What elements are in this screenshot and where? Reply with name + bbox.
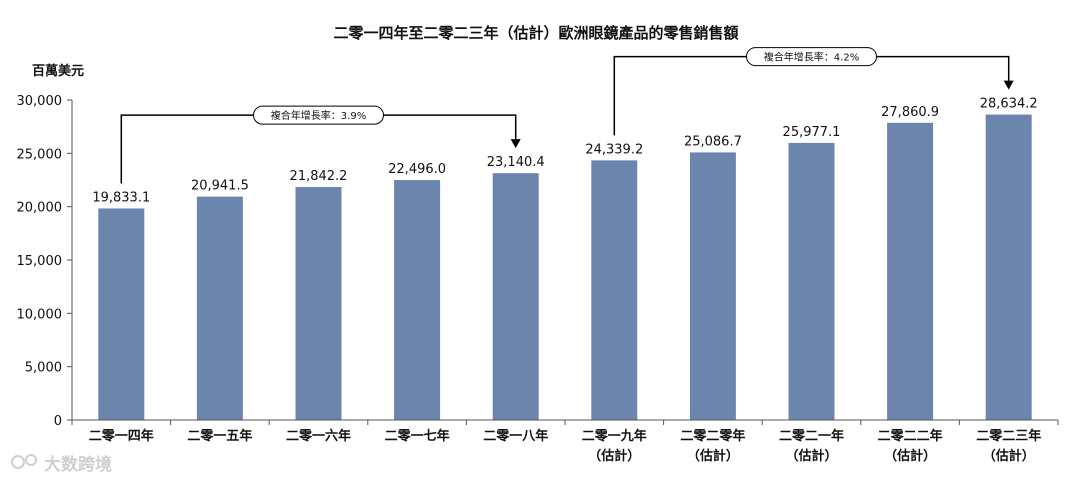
x-tick-label: 二零一八年 (483, 428, 548, 444)
y-tick-label: 15,000 (17, 254, 63, 269)
y-tick-label: 30,000 (17, 94, 63, 109)
data-label: 22,496.0 (388, 162, 446, 177)
chart-title: 二零一四年至二零二三年（估計）歐洲眼鏡產品的零售銷售額 (333, 24, 738, 42)
x-tick-label: 二零二零年 (680, 428, 745, 444)
x-tick-label: 二零二一年 (779, 428, 844, 444)
data-label: 25,977.1 (783, 125, 841, 140)
y-axis-label: 百萬美元 (32, 63, 84, 79)
data-label: 19,833.1 (92, 190, 150, 205)
watermark-text: 大数跨境 (44, 454, 112, 475)
bar (591, 160, 638, 420)
arrow-down-icon (510, 139, 521, 149)
y-tick-label: 20,000 (17, 201, 63, 216)
x-tick-label: 二零一九年 (582, 428, 647, 444)
data-label: 23,140.4 (487, 155, 545, 170)
x-tick-label: 二零二三年 (976, 428, 1041, 444)
y-tick-label: 5,000 (25, 361, 62, 376)
x-tick-label: 二零一五年 (187, 428, 252, 444)
bar (98, 208, 145, 420)
watermark-logo-icon-2 (25, 454, 37, 466)
x-tick-label-sub: （估計） (884, 448, 936, 464)
bar (689, 152, 736, 420)
bar (985, 114, 1032, 420)
bar (196, 196, 243, 420)
data-label: 28,634.2 (980, 97, 1038, 112)
x-tick-label-sub: （估計） (687, 448, 739, 464)
bar (394, 180, 441, 420)
data-label: 25,086.7 (684, 134, 742, 149)
y-tick-label: 10,000 (17, 307, 63, 322)
x-tick-label: 二零一六年 (286, 428, 351, 444)
data-label: 21,842.2 (290, 169, 348, 184)
bars: 19,833.1 20,941.5 21,842.2 22,496.0 23,140.4… (92, 97, 1038, 420)
bar (788, 142, 835, 420)
x-tick-label: 二零二二年 (878, 428, 943, 444)
x-axis: 二零一四年 二零一五年 二零一六年 二零一七年 二零一八年 二零一九年 （估計） 二零二零年 （… (71, 419, 1059, 464)
cagr-label: 複合年增長率：3.9% (271, 109, 366, 122)
watermark: 大数跨境 (11, 454, 112, 475)
x-tick-label: 二零一七年 (385, 428, 450, 444)
arrow-down-icon (1003, 80, 1014, 90)
data-label: 20,941.5 (191, 179, 249, 194)
bar (492, 173, 539, 420)
bar (887, 122, 934, 420)
y-tick-label: 25,000 (17, 147, 63, 162)
cagr-label-box (746, 47, 877, 67)
y-axis: 30,000 25,000 20,000 15,000 10,000 5,000 0 (17, 94, 73, 429)
x-tick-label: 二零一四年 (89, 428, 154, 444)
data-label: 24,339.2 (585, 142, 643, 157)
x-tick-label-sub: （估計） (983, 448, 1035, 464)
x-tick-label-sub: （估計） (588, 448, 640, 464)
cagr-label: 複合年增長率：4.2% (764, 51, 859, 64)
watermark-logo-icon (11, 455, 25, 469)
cagr-annotations: 複合年增長率：3.9% 複合年增長率：4.2% (120, 47, 1014, 184)
x-tick-label-sub: （估計） (785, 448, 837, 464)
y-tick-label: 0 (54, 414, 62, 429)
cagr-bracket (613, 55, 1010, 136)
cagr-label-box (253, 105, 384, 125)
data-label: 27,860.9 (881, 105, 939, 120)
bar (295, 187, 342, 420)
